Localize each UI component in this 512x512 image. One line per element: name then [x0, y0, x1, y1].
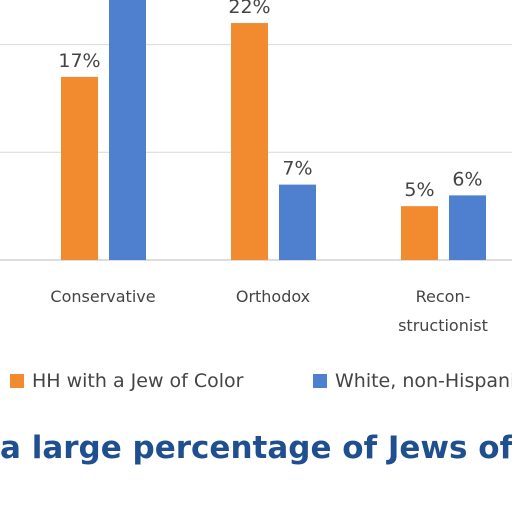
bar: [449, 195, 486, 260]
bar: [279, 184, 316, 260]
caption: a large percentage of Jews of color: [0, 430, 512, 466]
chart: 17% 22% 7% 5% 6%: [0, 0, 512, 261]
legend-item: HH with a Jew of Color: [10, 366, 243, 396]
bar: [231, 23, 268, 260]
x-tick-label: Conservative: [50, 287, 156, 306]
x-tick-label: Recon- structionist: [398, 287, 488, 335]
value-label: 17%: [58, 50, 100, 72]
value-label: 6%: [452, 168, 482, 190]
bar: [401, 206, 438, 260]
bar: [61, 76, 98, 260]
value-label: 22%: [228, 0, 270, 18]
legend-swatch: [10, 374, 24, 388]
legend-swatch: [313, 374, 327, 388]
x-tick-label: Orthodox: [235, 287, 311, 306]
value-label: 7%: [282, 158, 312, 180]
legend-label: HH with a Jew of Color: [32, 370, 244, 392]
value-label: 5%: [404, 179, 434, 201]
legend-label: White, non-Hispanic: [335, 370, 512, 392]
bar: [109, 0, 146, 260]
legend-item: White, non-Hispanic: [313, 366, 512, 396]
